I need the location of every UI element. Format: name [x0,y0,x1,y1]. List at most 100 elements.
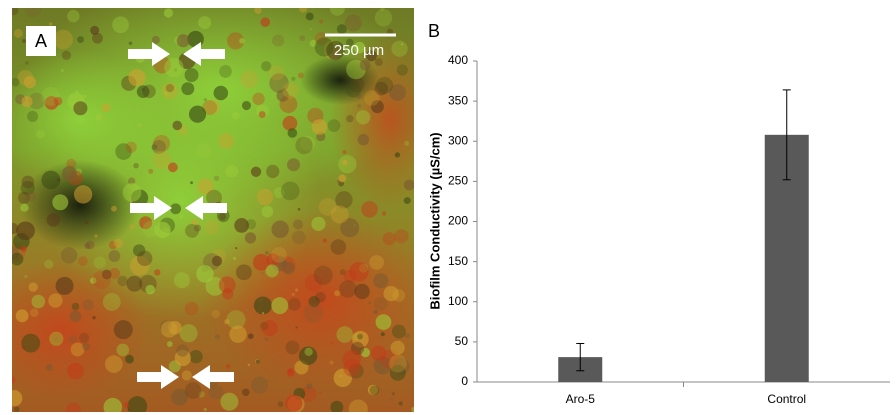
texture [95,235,98,238]
scale-label: 250 µm [334,42,384,59]
texture [298,208,301,211]
texture [128,69,145,86]
texture [73,101,87,115]
texture [204,220,219,235]
texture [239,38,245,44]
texture [357,334,363,340]
texture [129,41,133,45]
texture [370,385,380,395]
texture [164,58,183,77]
texture [281,182,300,201]
texture [79,333,89,343]
texture [93,271,111,289]
texture [272,35,284,47]
texture [72,303,80,311]
texture [103,293,121,311]
texture [283,116,298,131]
texture [358,134,370,146]
texture [311,217,325,231]
texture [117,276,127,286]
texture [92,33,103,44]
texture [198,16,211,29]
texture [170,203,181,214]
texture [215,334,220,339]
texture [105,355,123,373]
texture [83,299,94,310]
texture [261,272,264,275]
panel-label: A [35,31,47,51]
texture [315,292,326,303]
texture [240,71,258,89]
texture [224,319,229,324]
texture [25,61,28,64]
texture [369,302,371,304]
texture [312,119,328,135]
texture [271,297,288,314]
texture [214,176,219,181]
texture [140,124,142,126]
texture [67,363,84,380]
texture [225,165,238,178]
y-tick-label: 150 [448,254,468,268]
texture [319,392,322,395]
texture [71,343,85,357]
texture [330,401,343,414]
texture [69,335,78,344]
texture [127,409,130,412]
texture [261,206,273,218]
texture [137,251,152,266]
y-tick-label: 50 [455,334,469,348]
texture [49,332,63,346]
texture [383,232,396,245]
texture [185,302,199,316]
texture [303,303,323,323]
texture [382,211,386,215]
texture [375,58,383,66]
texture [16,221,35,240]
texture [114,320,133,339]
texture [242,388,250,396]
texture [129,224,135,230]
texture [212,256,222,266]
texture [364,90,380,106]
texture [259,111,266,118]
texture [164,8,173,17]
texture [392,392,395,395]
texture [251,376,268,393]
texture [204,408,207,411]
texture [235,247,237,249]
y-tick-label: 100 [448,294,468,308]
texture [192,219,197,224]
texture [180,324,198,342]
texture [375,9,392,26]
texture [176,344,188,356]
texture [77,36,84,43]
texture [177,34,190,47]
texture [381,332,385,336]
texture [226,364,230,368]
texture [61,247,77,263]
texture [376,77,393,94]
texture [288,128,298,138]
texture [401,43,403,45]
texture [360,60,371,71]
texture [399,402,403,406]
texture [49,22,52,25]
texture [24,76,36,88]
chart: 050100150200250300350400Aro-5Control [448,53,890,406]
texture [211,310,220,319]
texture [126,276,142,292]
texture [315,38,334,57]
texture [174,272,190,288]
y-tick-label: 200 [448,214,468,228]
texture [343,150,347,154]
texture [116,344,129,357]
texture [182,370,192,380]
texture [229,325,246,342]
texture [236,264,252,280]
texture [389,355,407,373]
texture [220,393,238,411]
texture [282,82,298,98]
y-tick-label: 350 [448,93,468,107]
texture [278,401,284,407]
